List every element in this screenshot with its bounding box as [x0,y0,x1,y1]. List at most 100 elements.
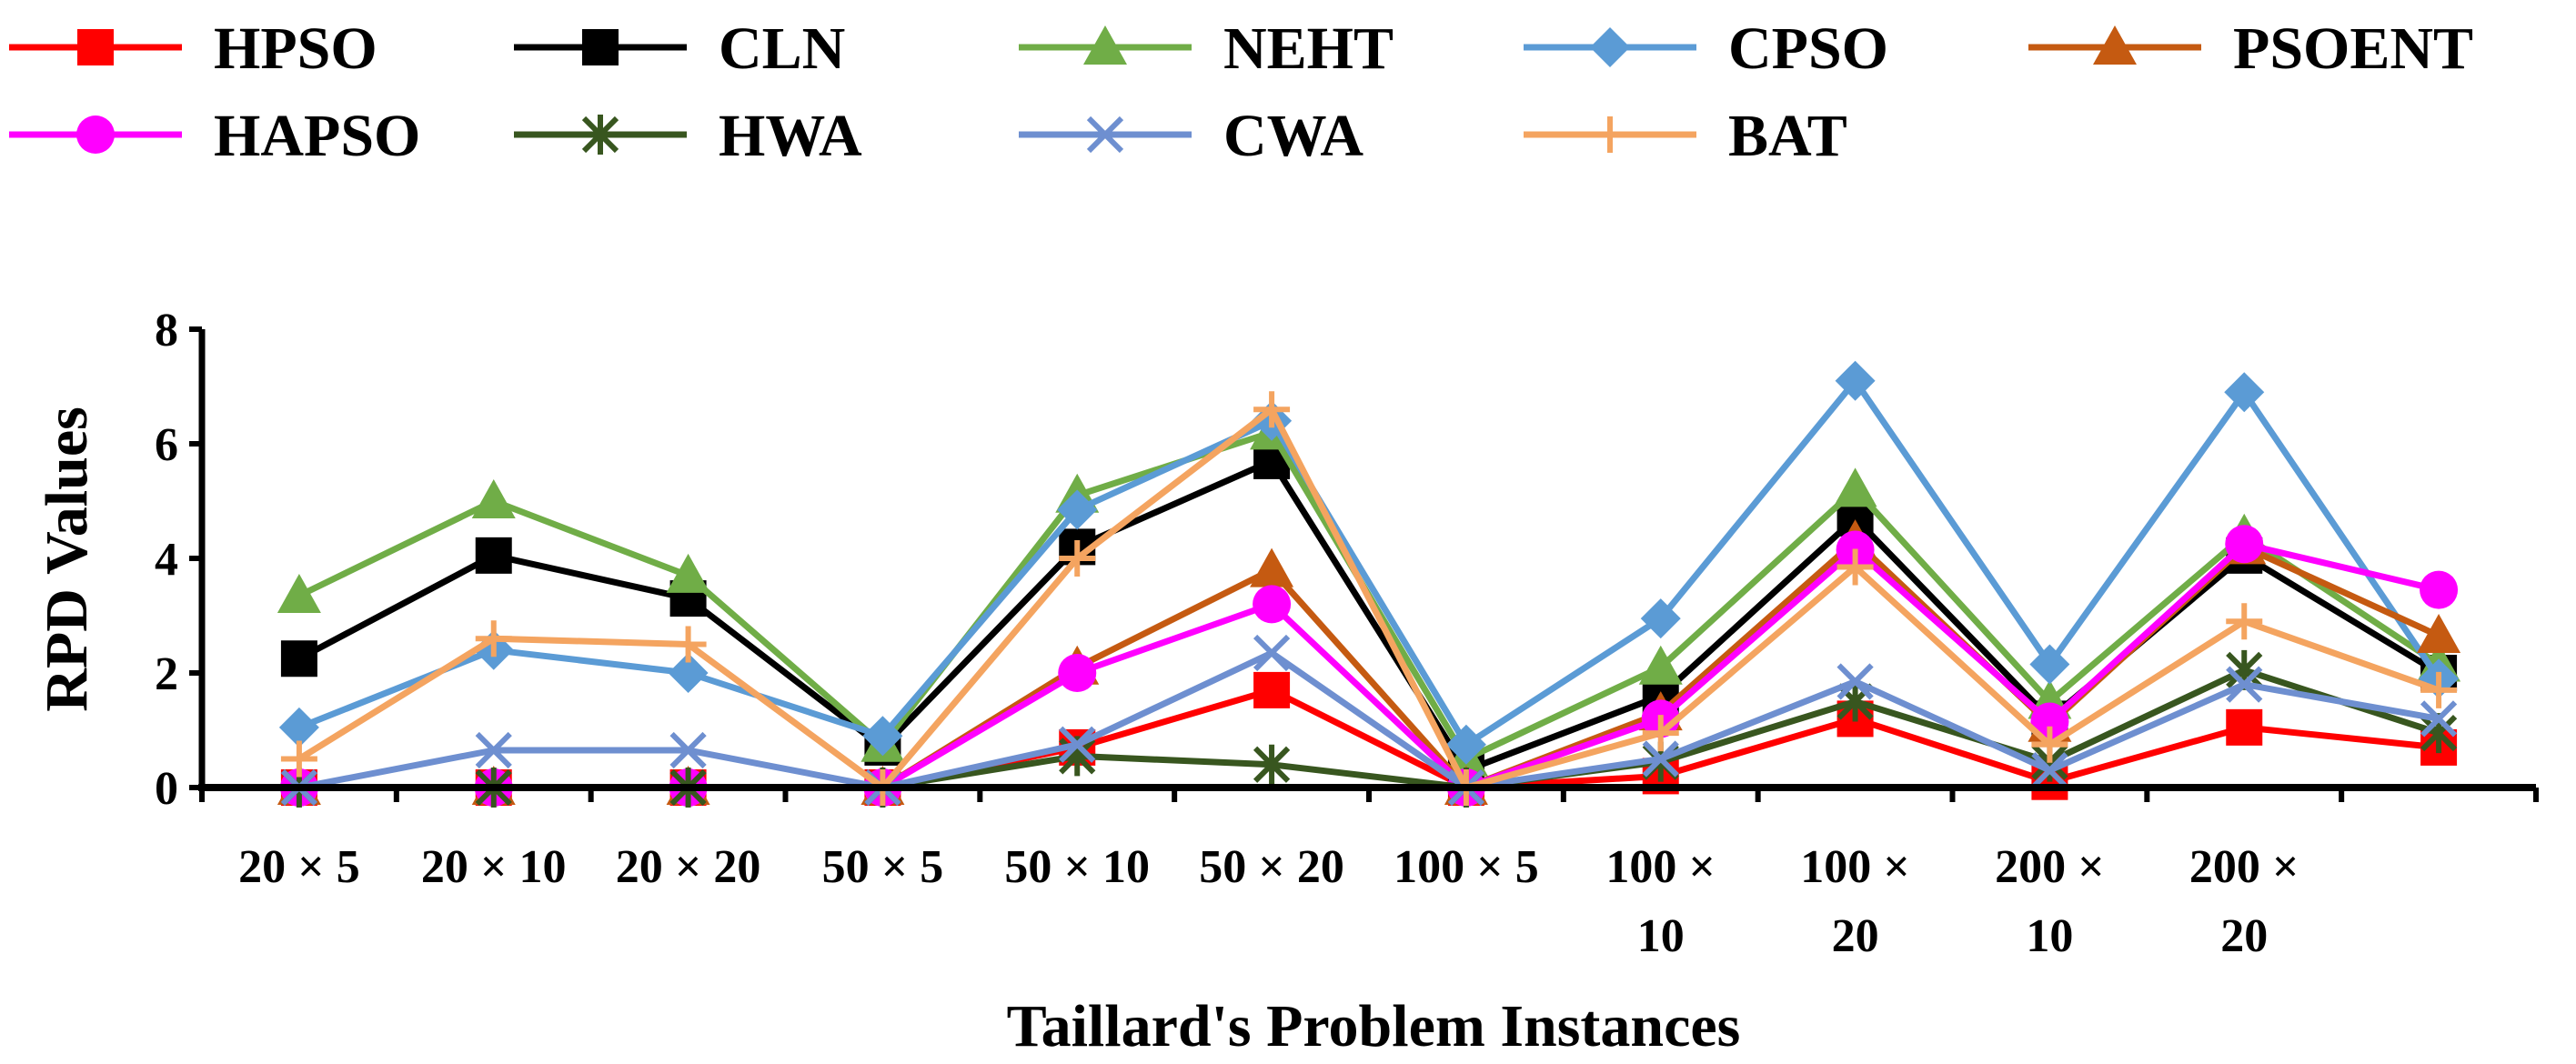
legend-label: NEHT [1223,15,1394,82]
data-point-hapso [2420,570,2459,609]
data-point-bat [2420,671,2458,708]
data-point-cpso [1640,598,1681,639]
legend-marker-cpso [1590,27,1630,67]
data-point-cpso [1835,360,1876,401]
x-tick-label: 20 [1832,910,1879,962]
legend-item-cwa: CWA [1019,103,1363,169]
data-point-cwa [475,731,512,769]
data-point-cpso [278,707,319,748]
legend-marker-hapso [76,115,115,154]
x-tick-label: 20 [2220,910,2268,962]
data-point-hwa [1253,744,1291,785]
x-tick-label: 50 × 10 [1004,841,1150,893]
series-line-bat [297,406,2440,791]
series-line-cwa [298,649,2440,791]
data-point-cln [280,640,317,678]
y-tick-label: 0 [155,763,178,815]
y-axis-ticks: 0 2 4 6 8 [155,305,202,815]
x-axis-ticks: 20 × 5 20 × 10 20 × 20 50 × 5 50 × 10 50 × 20… [199,788,2539,962]
data-point-neht [471,479,516,518]
data-point-cpso [1057,489,1098,530]
data-point-cpso [2224,372,2265,413]
data-point-hpso [2226,708,2263,746]
y-axis-title: RPD Values [34,407,100,712]
data-point-psoent [1250,547,1294,587]
legend-label: CLN [719,15,845,82]
data-point-bat [2031,726,2068,763]
data-point-cwa [1253,634,1291,672]
series-bat [280,391,2458,806]
data-point-bat [280,740,317,778]
x-tick-label: 100 × [1605,841,1716,893]
data-point-neht [666,553,710,593]
y-tick-label: 6 [155,419,178,471]
legend-item-neht: NEHT [1019,15,1394,82]
y-tick-label: 8 [155,305,178,356]
legend-marker-cwa [1086,115,1124,154]
legend-item-cln: CLN [514,15,845,82]
data-point-neht [277,573,321,613]
x-tick-label: 200 × [2189,841,2299,893]
chart-legend: HPSO CLN NEHT CPSO PSOENT HAPSO HWA CWA BAT [9,15,2473,169]
data-point-neht [1638,645,1683,685]
legend-label: CPSO [1728,15,1888,82]
legend-marker-cln [582,29,619,65]
data-point-cwa [1642,740,1679,778]
legend-label: CWA [1223,103,1363,169]
data-point-cwa [2031,751,2068,789]
x-tick-label: 50 × 5 [822,841,944,893]
data-point-cln [475,537,512,574]
legend-item-hapso: HAPSO [9,103,420,169]
legend-label: HWA [719,103,862,169]
data-point-cwa [2420,700,2458,738]
legend-marker-neht [1083,25,1127,65]
data-point-cwa [1836,663,1874,700]
x-tick-label: 200 × [1995,841,2105,893]
legend-marker-hwa [581,115,619,155]
legend-item-psoent: PSOENT [2028,15,2473,82]
y-tick-label: 4 [155,534,178,586]
data-point-cwa [669,731,707,769]
y-tick-label: 2 [155,648,178,700]
data-point-bat [1642,715,1679,752]
series-cpso [278,360,2460,765]
series-line-cpso [297,377,2441,748]
legend-item-bat: BAT [1524,103,1847,169]
data-point-cwa [1059,726,1096,763]
x-axis-title: Taillard's Problem Instances [1007,993,1741,1059]
x-tick-label: 20 × 20 [616,841,761,893]
series-line-hwa [298,667,2440,791]
data-point-hapso [1058,654,1097,692]
legend-marker-hpso [77,29,114,65]
legend-item-hpso: HPSO [9,15,377,82]
legend-item-cpso: CPSO [1524,15,1888,82]
x-tick-label: 100 × 5 [1394,841,1539,893]
data-point-psoent [2417,614,2461,654]
x-tick-label: 20 × 10 [421,841,567,893]
data-point-hpso [1253,671,1291,708]
data-point-bat [1253,391,1291,428]
x-tick-label: 10 [1637,910,1685,962]
data-point-hapso [1253,585,1292,624]
data-point-cpso [2029,644,2070,685]
data-point-hapso [2030,702,2069,741]
x-tick-label: 100 × [1800,841,1910,893]
legend-item-hwa: HWA [514,103,862,169]
data-point-bat [2226,603,2263,640]
data-point-cpso [862,716,903,757]
data-point-cpso [1445,724,1486,765]
legend-label: HPSO [214,15,377,82]
legend-label: HAPSO [214,103,420,169]
data-point-bat [669,626,707,663]
data-point-bat [475,620,512,657]
data-point-bat [1059,540,1096,577]
series-layer [277,360,2461,808]
legend-marker-psoent [2093,25,2137,65]
legend-marker-bat [1592,116,1628,153]
x-tick-label: 20 × 5 [238,841,360,893]
x-tick-label: 10 [2026,910,2073,962]
data-point-hapso [2225,525,2264,564]
data-point-neht [1833,467,1877,507]
plot-area: 0 2 4 6 8 20 × 5 20 × 10 20 × 20 50 × 5 50 × 10 5… [155,305,2539,962]
